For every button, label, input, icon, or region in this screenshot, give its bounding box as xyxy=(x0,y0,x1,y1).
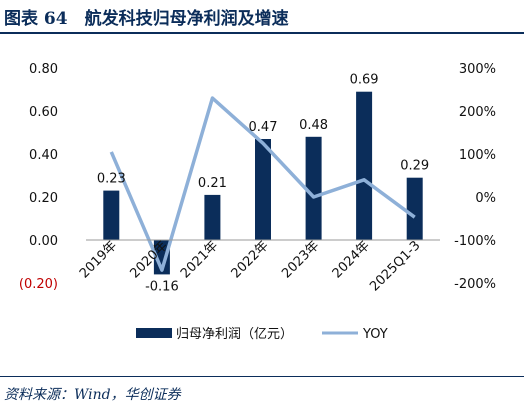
bar-data-label-0: 0.23 xyxy=(97,172,126,187)
left-tick-label-3: 0.20 xyxy=(29,191,58,206)
bar-6 xyxy=(406,177,423,240)
bar-data-label-3: 0.47 xyxy=(249,120,278,135)
x-tick-label-3: 2022年 xyxy=(229,238,272,281)
right-tick-label-2: 100% xyxy=(459,148,496,163)
bars-layer xyxy=(103,91,423,275)
x-tick-label-0: 2019年 xyxy=(77,238,120,281)
x-tick-label-5: 2024年 xyxy=(330,238,373,281)
right-tick-label-5: -200% xyxy=(454,277,496,292)
x-tick-label-4: 2023年 xyxy=(279,238,322,281)
yoy-line-layer xyxy=(109,96,416,272)
right-tick-label-4: -100% xyxy=(454,234,496,249)
x-tick-label-6: 2025Q1-3 xyxy=(367,238,423,294)
bar-data-label-2: 0.21 xyxy=(198,176,227,191)
right-tick-label-0: 300% xyxy=(459,62,496,77)
legend-line-label: YOY xyxy=(362,327,388,342)
legend: 归母净利润（亿元） YOY xyxy=(136,327,388,342)
bar-data-label-4: 0.48 xyxy=(299,118,328,133)
right-tick-label-1: 200% xyxy=(459,105,496,120)
bar-1 xyxy=(153,240,170,275)
bar-data-label-1: -0.16 xyxy=(145,279,179,294)
title-row: 图表 64 航发科技归母净利润及增速 xyxy=(0,0,524,34)
source-rule xyxy=(0,376,524,377)
left-tick-label-4: 0.00 xyxy=(29,234,58,249)
bar-5 xyxy=(356,91,373,240)
legend-bar-swatch xyxy=(136,328,172,338)
chart: 0.23-0.160.210.47 0.480.690.29 0.800.600.… xyxy=(19,62,496,342)
right-tick-label-3: 0% xyxy=(475,191,496,206)
left-tick-label-2: 0.40 xyxy=(29,148,58,163)
right-axis: 300% 200% 100% 0% -100% -200% xyxy=(454,62,496,292)
yoy-line xyxy=(109,96,416,272)
data-labels-layer: 0.23 -0.16 0.21 0.47 0.48 0.69 0.29 xyxy=(97,73,429,295)
source-note: 资料来源：Wind，华创证券 xyxy=(4,387,181,403)
bar-4 xyxy=(305,136,322,240)
x-tick-label-2: 2021年 xyxy=(178,238,221,281)
left-tick-label-1: 0.60 xyxy=(29,105,58,120)
legend-bar-label: 归母净利润（亿元） xyxy=(176,327,293,342)
bar-data-label-6: 0.29 xyxy=(400,159,429,174)
bar-data-label-5: 0.69 xyxy=(350,73,379,88)
left-tick-label-0: 0.80 xyxy=(29,62,58,77)
bar-0 xyxy=(103,190,120,240)
left-axis: 0.80 0.60 0.40 0.20 0.00 (0.20) xyxy=(19,62,58,292)
left-tick-label-5: (0.20) xyxy=(19,277,58,292)
bar-3 xyxy=(255,139,271,240)
title-rule xyxy=(0,32,524,34)
figure-title: 图表 64 航发科技归母净利润及增速 xyxy=(4,9,289,29)
bar-2 xyxy=(204,194,221,240)
